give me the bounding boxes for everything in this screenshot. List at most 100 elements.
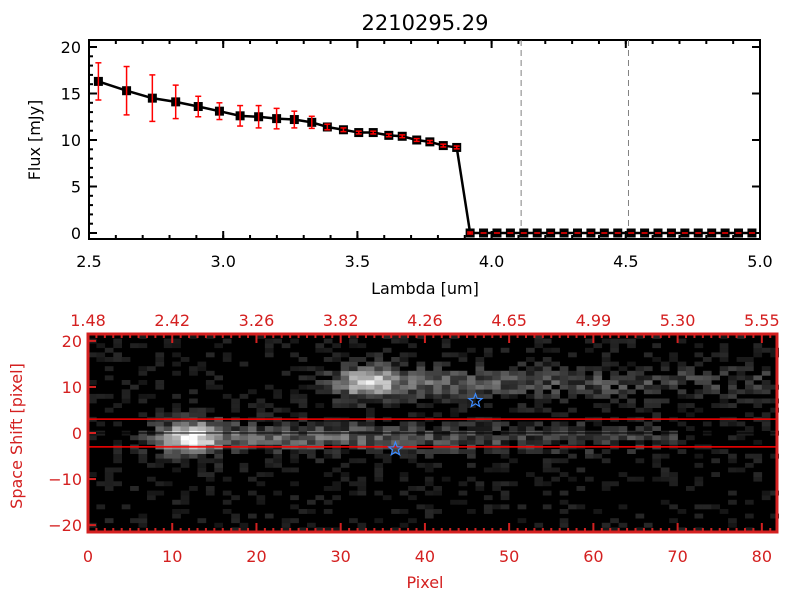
image-pixel <box>180 439 190 445</box>
image-pixel <box>660 453 670 459</box>
image-pixel <box>382 453 392 459</box>
image-pixel <box>298 435 308 441</box>
image-pixel <box>399 426 409 431</box>
image-pixel <box>433 486 442 491</box>
image-pixel <box>273 389 282 395</box>
image-pixel <box>660 467 670 473</box>
y-tick-label: 20 <box>61 38 81 57</box>
image-pixel <box>357 486 367 491</box>
image-pixel <box>172 412 181 418</box>
image-pixel <box>500 435 510 441</box>
image-pixel <box>408 426 417 431</box>
image-pixel <box>534 407 544 413</box>
image-pixel <box>172 421 181 427</box>
image-pixel <box>340 375 350 381</box>
image-pixel <box>542 347 552 353</box>
image-pixel <box>441 421 451 427</box>
image-pixel <box>147 435 156 441</box>
image-pixel <box>450 398 459 404</box>
image-pixel <box>568 389 577 395</box>
image-pixel <box>677 366 687 372</box>
image-pixel <box>391 393 400 399</box>
image-pixel <box>408 486 417 491</box>
image-pixel <box>568 393 577 399</box>
image-pixel <box>542 426 552 431</box>
image-pixel <box>593 435 603 441</box>
image-pixel <box>332 481 341 487</box>
image-pixel <box>222 426 232 431</box>
image-pixel <box>147 366 156 372</box>
image-pixel <box>197 412 207 418</box>
image-pixel <box>509 481 518 487</box>
image-pixel <box>483 426 493 431</box>
image-pixel <box>290 389 299 395</box>
image-pixel <box>551 380 560 385</box>
image-pixel <box>526 384 535 390</box>
image-pixel <box>273 462 282 468</box>
image-pixel <box>374 370 384 376</box>
image-pixel <box>366 421 375 427</box>
image-pixel <box>441 449 451 454</box>
image-pixel <box>332 357 341 362</box>
image-pixel <box>96 343 106 349</box>
image-pixel <box>618 380 628 385</box>
image-pixel <box>585 476 594 482</box>
image-pixel <box>719 393 729 399</box>
image-pixel <box>576 486 586 491</box>
image-pixel <box>593 380 603 385</box>
image-pixel <box>357 366 367 372</box>
image-pixel <box>399 357 409 362</box>
image-pixel <box>366 352 375 358</box>
image-pixel <box>315 527 325 533</box>
image-pixel <box>315 389 325 395</box>
image-pixel <box>458 375 468 381</box>
image-pixel <box>610 398 619 404</box>
image-pixel <box>601 357 611 362</box>
top-x-tick-label: 3.26 <box>239 311 275 330</box>
image-pixel <box>534 361 544 367</box>
image-pixel <box>197 407 207 413</box>
image-pixel <box>500 380 510 385</box>
image-pixel <box>349 384 358 390</box>
image-pixel <box>138 435 148 441</box>
image-pixel <box>424 509 434 514</box>
image-pixel <box>408 393 417 399</box>
image-pixel <box>433 370 442 376</box>
image-pixel <box>424 403 434 408</box>
image-pixel <box>635 370 645 376</box>
image-pixel <box>290 504 299 510</box>
image-pixel <box>408 380 417 385</box>
image-pixel <box>534 476 544 482</box>
spectral-image-plot: 0 1.48 10 2.42 20 3.26 30 3.82 40 4.26 50 4.65 60 4.9… <box>48 311 779 566</box>
image-pixel <box>770 407 779 413</box>
image-pixel <box>138 343 148 349</box>
image-pixel <box>551 467 560 473</box>
image-pixel <box>205 439 215 445</box>
image-pixel <box>357 490 367 496</box>
image-pixel <box>450 421 459 427</box>
image-pixel <box>745 462 754 468</box>
image-pixel <box>458 398 468 404</box>
image-pixel <box>534 375 544 381</box>
image-pixel <box>483 495 493 501</box>
image-pixel <box>694 380 704 385</box>
image-pixel <box>399 472 409 477</box>
image-pixel <box>382 389 392 395</box>
image-pixel <box>231 426 240 431</box>
image-pixel <box>770 347 779 353</box>
image-pixel <box>214 462 223 468</box>
image-pixel <box>745 361 754 367</box>
image-pixel <box>694 513 704 519</box>
image-pixel <box>130 486 139 491</box>
image-pixel <box>273 439 282 445</box>
image-pixel <box>197 421 207 427</box>
image-pixel <box>214 449 223 454</box>
image-pixel <box>205 407 215 413</box>
image-pixel <box>753 347 763 353</box>
image-pixel <box>349 490 358 496</box>
image-pixel <box>458 393 468 399</box>
image-pixel <box>534 481 544 487</box>
image-pixel <box>256 472 266 477</box>
image-pixel <box>728 403 737 408</box>
